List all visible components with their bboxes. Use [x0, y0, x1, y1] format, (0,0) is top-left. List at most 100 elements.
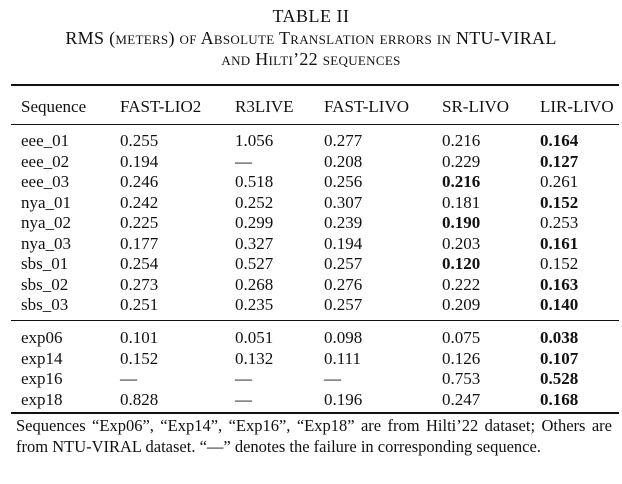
value-cell: —: [235, 369, 252, 388]
header-rule: [11, 124, 619, 125]
value-cell: 0.152: [120, 348, 159, 368]
value-cell: 0.107: [540, 348, 579, 368]
table-row: nya_03 0.177 0.327 0.194 0.203 0.161: [0, 234, 622, 254]
table-header-row: Sequence FAST-LIO2 R3LIVE FAST-LIVO SR-L…: [0, 97, 622, 117]
table-row: nya_02 0.225 0.299 0.239 0.190 0.253: [0, 213, 622, 233]
table-caption: RMS (meters) of Absolute Translation err…: [0, 28, 622, 70]
table-row: eee_02 0.194 — 0.208 0.229 0.127: [0, 152, 622, 172]
value-cell: 0.229: [442, 151, 481, 171]
value-cell: 0.239: [324, 213, 363, 232]
value-cell: 0.261: [540, 172, 579, 191]
value-cell: —: [235, 389, 252, 409]
value-cell: 0.252: [235, 192, 274, 212]
sequence-cell: eee_03: [21, 172, 70, 191]
header-lir-livo: LIR-LIVO: [540, 97, 614, 116]
value-cell: 0.246: [120, 172, 159, 191]
table-row: exp16 — — — 0.753 0.528: [0, 369, 622, 389]
table-label: TABLE II: [272, 6, 350, 26]
value-cell: 0.527: [235, 254, 274, 273]
sequence-cell: eee_02: [21, 151, 70, 171]
table-row: sbs_02 0.273 0.268 0.276 0.222 0.163: [0, 275, 622, 295]
top-rule: [11, 84, 619, 86]
value-cell: 0.753: [442, 369, 481, 388]
value-cell: 0.268: [235, 274, 274, 294]
value-cell: 0.208: [324, 151, 363, 171]
value-cell: 0.276: [324, 274, 363, 294]
value-cell: 0.247: [442, 389, 481, 409]
value-cell: —: [324, 369, 341, 388]
value-cell: 0.098: [324, 328, 363, 347]
table-row: eee_01 0.255 1.056 0.277 0.216 0.164: [0, 131, 622, 151]
value-cell: 0.225: [120, 213, 159, 232]
value-cell: 0.161: [540, 233, 579, 253]
value-cell: 0.194: [120, 151, 159, 171]
value-cell: 0.209: [442, 295, 481, 314]
value-cell: 0.222: [442, 274, 481, 294]
value-cell: 0.299: [235, 213, 274, 232]
value-cell: 0.051: [235, 328, 274, 347]
header-sequence: Sequence: [21, 97, 87, 116]
bottom-rule: [11, 412, 619, 414]
caption-line-2: and Hilti’22 sequences: [221, 49, 401, 69]
value-cell: 0.177: [120, 233, 159, 253]
table-row: sbs_03 0.251 0.235 0.257 0.209 0.140: [0, 295, 622, 315]
value-cell: 0.257: [324, 295, 363, 314]
sequence-cell: sbs_03: [21, 295, 69, 314]
sequence-cell: sbs_02: [21, 274, 69, 294]
table-row: exp06 0.101 0.051 0.098 0.075 0.038: [0, 328, 622, 348]
value-cell: 0.253: [540, 213, 579, 232]
value-cell: 0.277: [324, 131, 363, 150]
group-separator-rule: [11, 320, 619, 321]
value-cell: 0.111: [324, 348, 361, 368]
sequence-cell: exp06: [21, 328, 63, 347]
value-cell: —: [235, 151, 252, 171]
value-cell: 0.152: [540, 254, 579, 273]
value-cell: 0.251: [120, 295, 159, 314]
table-row: exp14 0.152 0.132 0.111 0.126 0.107: [0, 349, 622, 369]
value-cell: 0.127: [540, 151, 579, 171]
header-fast-livo: FAST-LIVO: [324, 97, 410, 116]
value-cell: —: [120, 369, 137, 388]
value-cell: 0.327: [235, 233, 274, 253]
value-cell: 0.168: [540, 389, 579, 409]
value-cell: 0.194: [324, 233, 363, 253]
sequence-cell: exp18: [21, 389, 63, 409]
value-cell: 0.120: [442, 254, 481, 273]
value-cell: 0.075: [442, 328, 481, 347]
value-cell: 0.126: [442, 348, 481, 368]
value-cell: 0.254: [120, 254, 159, 273]
header-sr-livo: SR-LIVO: [442, 97, 510, 116]
value-cell: 0.307: [324, 192, 363, 212]
value-cell: 0.132: [235, 348, 274, 368]
value-cell: 0.216: [442, 172, 481, 191]
value-cell: 0.152: [540, 192, 579, 212]
value-cell: 1.056: [235, 131, 274, 150]
table-footnote: Sequences “Exp06”, “Exp14”, “Exp16”, “Ex…: [16, 416, 612, 456]
table-row: nya_01 0.242 0.252 0.307 0.181 0.152: [0, 193, 622, 213]
value-cell: 0.140: [540, 295, 579, 314]
value-cell: 0.216: [442, 131, 481, 150]
value-cell: 0.181: [442, 192, 481, 212]
sequence-cell: nya_03: [21, 233, 72, 253]
value-cell: 0.257: [324, 254, 363, 273]
value-cell: 0.196: [324, 389, 363, 409]
sequence-cell: exp16: [21, 369, 63, 388]
table-row: sbs_01 0.254 0.527 0.257 0.120 0.152: [0, 254, 622, 274]
sequence-cell: eee_01: [21, 131, 70, 150]
value-cell: 0.528: [540, 369, 579, 388]
value-cell: 0.256: [324, 172, 363, 191]
header-r3live: R3LIVE: [235, 97, 294, 116]
value-cell: 0.518: [235, 172, 274, 191]
value-cell: 0.101: [120, 328, 159, 347]
value-cell: 0.235: [235, 295, 274, 314]
table-row: eee_03 0.246 0.518 0.256 0.216 0.261: [0, 172, 622, 192]
value-cell: 0.190: [442, 213, 481, 232]
value-cell: 0.163: [540, 274, 579, 294]
value-cell: 0.164: [540, 131, 579, 150]
value-cell: 0.203: [442, 233, 481, 253]
sequence-cell: exp14: [21, 348, 63, 368]
value-cell: 0.273: [120, 274, 159, 294]
value-cell: 0.255: [120, 131, 159, 150]
value-cell: 0.038: [540, 328, 579, 347]
value-cell: 0.828: [120, 389, 159, 409]
